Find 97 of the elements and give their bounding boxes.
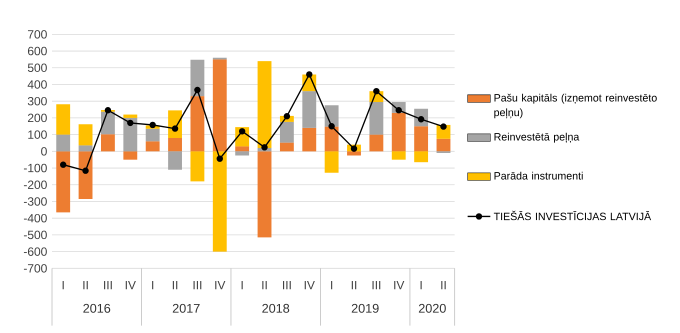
x-tick-label: II	[441, 280, 446, 290]
bar	[324, 151, 339, 173]
legend-label: Parāda instrumenti	[494, 172, 583, 180]
bar	[436, 138, 450, 152]
x-tick-label: IV	[304, 280, 315, 290]
bar	[392, 151, 406, 160]
bar	[347, 151, 361, 156]
point	[104, 106, 112, 114]
bar	[78, 145, 92, 152]
bar	[280, 142, 294, 152]
x-tick-label: II	[262, 280, 267, 290]
x-tick-label: III	[372, 280, 380, 290]
point	[149, 122, 156, 128]
y-tick-label: -100	[24, 164, 47, 172]
bar	[369, 102, 384, 134]
x-tick-label: III	[104, 280, 112, 290]
bar	[414, 126, 428, 152]
bar	[280, 122, 294, 142]
point	[127, 120, 134, 126]
y-tick-label: 700	[28, 30, 47, 38]
y-tick-label: -600	[24, 247, 47, 256]
y-tick-label: 100	[28, 130, 47, 139]
y-tick-label: 400	[28, 80, 47, 89]
bar	[78, 151, 92, 199]
x-tick-label: IV	[215, 280, 226, 290]
point	[350, 145, 358, 152]
bar	[123, 114, 138, 118]
text: 2018	[262, 304, 290, 313]
point	[440, 123, 447, 130]
bar	[258, 151, 272, 238]
text: 2020	[418, 304, 446, 313]
y-tick-label: -700	[24, 264, 47, 272]
bar	[78, 124, 92, 146]
point	[60, 161, 66, 168]
bar	[414, 151, 428, 162]
legend-label: Pašu kapitāls (izņemot reinvestēto peļņu)	[494, 94, 657, 118]
x-tick-label: I	[62, 280, 64, 290]
bar	[123, 151, 138, 160]
x-tick-label: I	[331, 280, 332, 290]
y-tick-label: -200	[24, 180, 47, 189]
x-tick-label: IV	[126, 280, 136, 290]
x-tick-label: II	[83, 280, 88, 290]
bar	[235, 151, 250, 156]
bar	[190, 151, 204, 182]
bar	[392, 112, 406, 152]
point	[306, 71, 312, 78]
bar	[369, 134, 384, 152]
legend-label: Reinvestētā peļņa	[494, 132, 580, 143]
x-tick-label: II	[172, 280, 178, 290]
point	[261, 144, 268, 150]
bar	[168, 151, 182, 170]
bar	[212, 59, 227, 152]
bar	[168, 138, 182, 152]
bar	[190, 60, 204, 96]
point	[172, 125, 178, 132]
bar	[56, 151, 70, 212]
y-tick-label: 300	[28, 96, 47, 106]
x-tick-label: I	[152, 280, 154, 290]
point	[418, 116, 424, 122]
point	[284, 112, 290, 120]
bar	[324, 126, 339, 152]
y-tick-label: 600	[28, 46, 47, 56]
text: 2017	[172, 304, 200, 313]
bar	[100, 134, 115, 152]
point	[194, 86, 201, 94]
point	[373, 88, 380, 94]
y-tick-label: -500	[24, 230, 47, 239]
point	[328, 122, 335, 130]
y-tick-label: 0	[41, 146, 47, 156]
point	[82, 167, 89, 174]
bar	[190, 96, 204, 152]
legend-label: TIEŠĀS INVESTĪCIJAS LATVIJĀ	[494, 210, 652, 220]
bar	[123, 118, 138, 152]
y-tick-label: -300	[24, 197, 47, 206]
bar	[56, 134, 70, 152]
bar	[56, 104, 70, 134]
bar	[302, 91, 316, 128]
text: 2019	[352, 304, 379, 313]
x-tick-label: II	[352, 280, 356, 290]
x-tick-label: IV	[394, 280, 404, 290]
x-tick-label: I	[242, 280, 243, 290]
bar	[235, 146, 250, 152]
bar	[212, 151, 227, 252]
point	[238, 128, 246, 134]
x-tick-label: I	[420, 280, 422, 290]
x-tick-label: III	[283, 280, 291, 290]
y-tick-label: 200	[28, 114, 47, 122]
point	[396, 106, 402, 114]
x-tick-label: III	[194, 280, 202, 290]
y-tick-label: 500	[28, 63, 47, 72]
text: 2016	[83, 304, 110, 313]
point	[216, 155, 223, 162]
bar	[146, 128, 160, 142]
bar	[258, 60, 272, 148]
y-tick-label: -400	[24, 214, 47, 222]
bar	[146, 141, 160, 152]
bar	[302, 128, 316, 152]
